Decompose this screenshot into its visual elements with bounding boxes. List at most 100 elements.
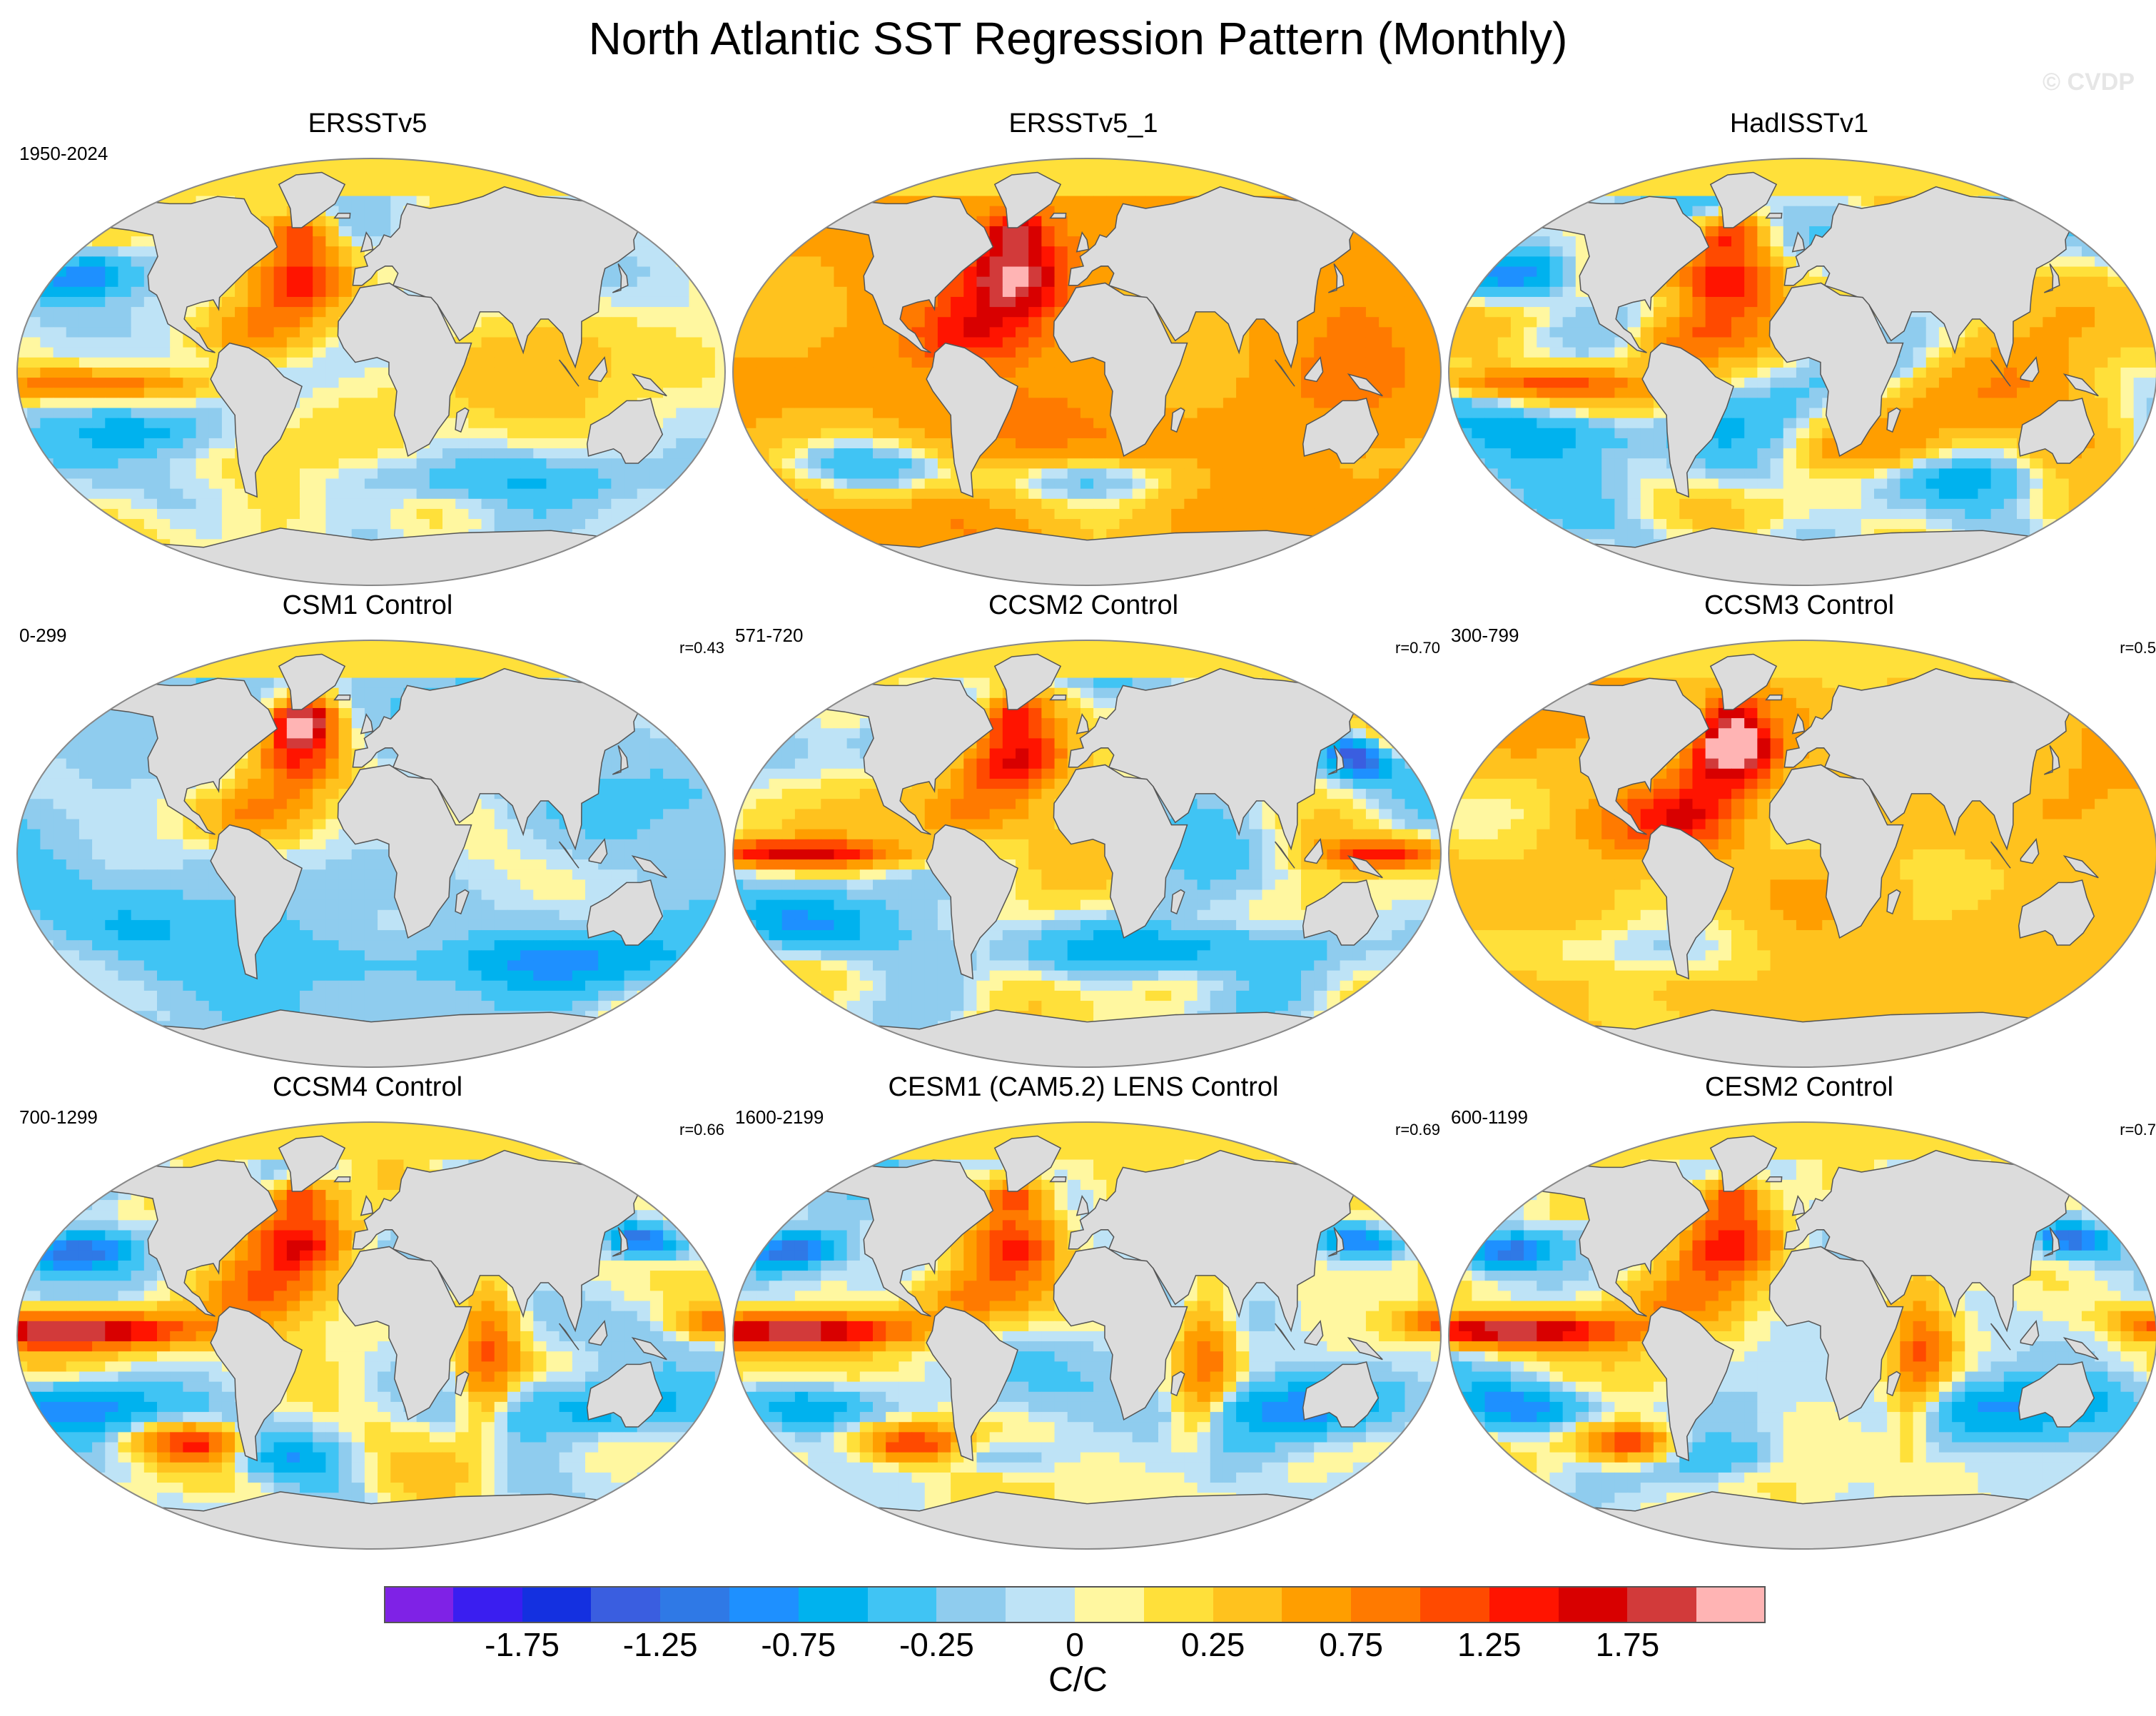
map-panel: CCSM2 Control 571-720 r=0.70 xyxy=(727,589,1442,1074)
land-mass xyxy=(586,1361,664,1428)
sst-field xyxy=(733,640,1441,1067)
sst-regression-map xyxy=(16,1121,726,1550)
land-mass xyxy=(333,213,351,219)
land-mass xyxy=(2020,1320,2040,1346)
colorbar-tick-label: 0.25 xyxy=(1180,1626,1245,1663)
land-mass xyxy=(1783,667,2083,851)
map-panel: CSM1 Control 0-299 r=0.43 xyxy=(11,589,726,1074)
colorbar-segment xyxy=(591,1586,661,1623)
land-mass xyxy=(825,196,994,353)
colorbar-segment xyxy=(867,1586,937,1623)
land-mass xyxy=(333,1176,351,1183)
map-outline xyxy=(16,158,726,586)
panel-title: ERSSTv5 xyxy=(308,108,427,138)
land-mass xyxy=(825,677,994,835)
panel-title: CCSM3 Control xyxy=(1704,590,1895,620)
sst-regression-map xyxy=(732,640,1442,1068)
land-mass xyxy=(612,745,629,775)
land-mass xyxy=(1068,1149,1367,1333)
panel-period: 1950-2024 xyxy=(19,143,108,164)
land-mass xyxy=(926,824,1018,980)
land-mass xyxy=(1053,764,1188,939)
colorbar-segment xyxy=(522,1586,592,1623)
land-mass xyxy=(558,359,580,387)
land-mass xyxy=(993,171,1062,228)
colorbar-unit-label: C/C xyxy=(1048,1661,1108,1699)
panel-title: CSM1 Control xyxy=(282,590,453,620)
land-mass xyxy=(1990,359,2011,387)
colorbar-segment xyxy=(1627,1586,1697,1623)
map-panel: ERSSTv5_1 xyxy=(727,107,1442,592)
land-mass xyxy=(278,171,346,228)
land-mass xyxy=(109,196,278,353)
map-outline xyxy=(16,1121,726,1550)
colorbar-tick-label: 0 xyxy=(1066,1626,1084,1663)
land-mass xyxy=(1076,231,1090,253)
land-mass xyxy=(1302,398,1380,464)
sst-regression-map xyxy=(16,640,726,1068)
panel-title: CCSM4 Control xyxy=(272,1072,463,1102)
land-mass xyxy=(210,342,303,498)
land-mass xyxy=(558,1323,580,1351)
colorbar-tick-label: -1.25 xyxy=(622,1626,698,1663)
map-outline xyxy=(16,640,726,1068)
map-outline xyxy=(1448,640,2156,1068)
colorbar xyxy=(384,1586,1766,1623)
colorbar-segment xyxy=(1351,1586,1421,1623)
panel-period: 0-299 xyxy=(19,625,67,646)
land-mass xyxy=(1541,196,1710,353)
land-mass xyxy=(210,1306,303,1462)
land-mass xyxy=(337,282,472,458)
panel-title: CCSM2 Control xyxy=(988,590,1179,620)
map-outline xyxy=(732,1121,1442,1550)
land-mass xyxy=(1170,407,1185,433)
land-mass xyxy=(2020,356,2040,383)
land-mass xyxy=(455,407,470,433)
land-mass xyxy=(2043,1227,2060,1257)
colorbar-segment xyxy=(452,1586,523,1623)
land-mass xyxy=(1541,1159,1710,1317)
map-panel: CESM2 Control 600-1199 r=0.7 xyxy=(1442,1071,2156,1556)
land-mass xyxy=(1768,282,1904,458)
figure-title: North Atlantic SST Regression Pattern (M… xyxy=(588,13,1568,64)
panel-title: HadISSTv1 xyxy=(1729,108,1869,138)
land-mass xyxy=(1541,677,1710,835)
colorbar-segment xyxy=(384,1586,454,1623)
land-mass xyxy=(1076,712,1090,735)
sst-field xyxy=(17,640,725,1067)
land-mass xyxy=(1076,1194,1090,1216)
land-mass xyxy=(1791,1194,1806,1216)
land-mass xyxy=(1641,1306,1734,1462)
land-mass xyxy=(337,764,472,939)
land-mass xyxy=(1791,231,1806,253)
land-mass xyxy=(2020,838,2040,864)
map-outline xyxy=(1448,1121,2156,1550)
land-mass xyxy=(2063,1337,2099,1361)
land-mass xyxy=(588,838,608,864)
land-mass xyxy=(352,667,652,851)
land-mass xyxy=(586,398,664,464)
sst-regression-map xyxy=(1448,640,2156,1068)
land-mass xyxy=(278,653,346,710)
land-mass xyxy=(586,879,664,946)
land-mass xyxy=(993,1135,1062,1192)
land-mass xyxy=(1783,186,2083,369)
land-mass xyxy=(1765,213,1783,219)
land-mass xyxy=(360,231,374,253)
land-mass xyxy=(926,1306,1018,1462)
land-mass xyxy=(1886,889,1901,915)
land-mass xyxy=(1068,186,1367,369)
land-mass xyxy=(1768,1246,1904,1421)
panel-title: CESM1 (CAM5.2) LENS Control xyxy=(888,1072,1279,1102)
panel-period: 300-799 xyxy=(1451,625,1519,646)
land-mass xyxy=(1170,1371,1185,1397)
land-mass xyxy=(1049,695,1067,701)
land-mass xyxy=(1053,1246,1188,1421)
land-mass xyxy=(2063,855,2099,879)
land-mass xyxy=(1709,653,1778,710)
colorbar-segment xyxy=(1006,1586,1076,1623)
land-mass xyxy=(1327,263,1345,293)
colorbar-tick-label: -0.25 xyxy=(899,1626,974,1663)
land-mass xyxy=(278,1135,346,1192)
map-panel: CESM1 (CAM5.2) LENS Control 1600-2199 r=0.… xyxy=(727,1071,1442,1556)
